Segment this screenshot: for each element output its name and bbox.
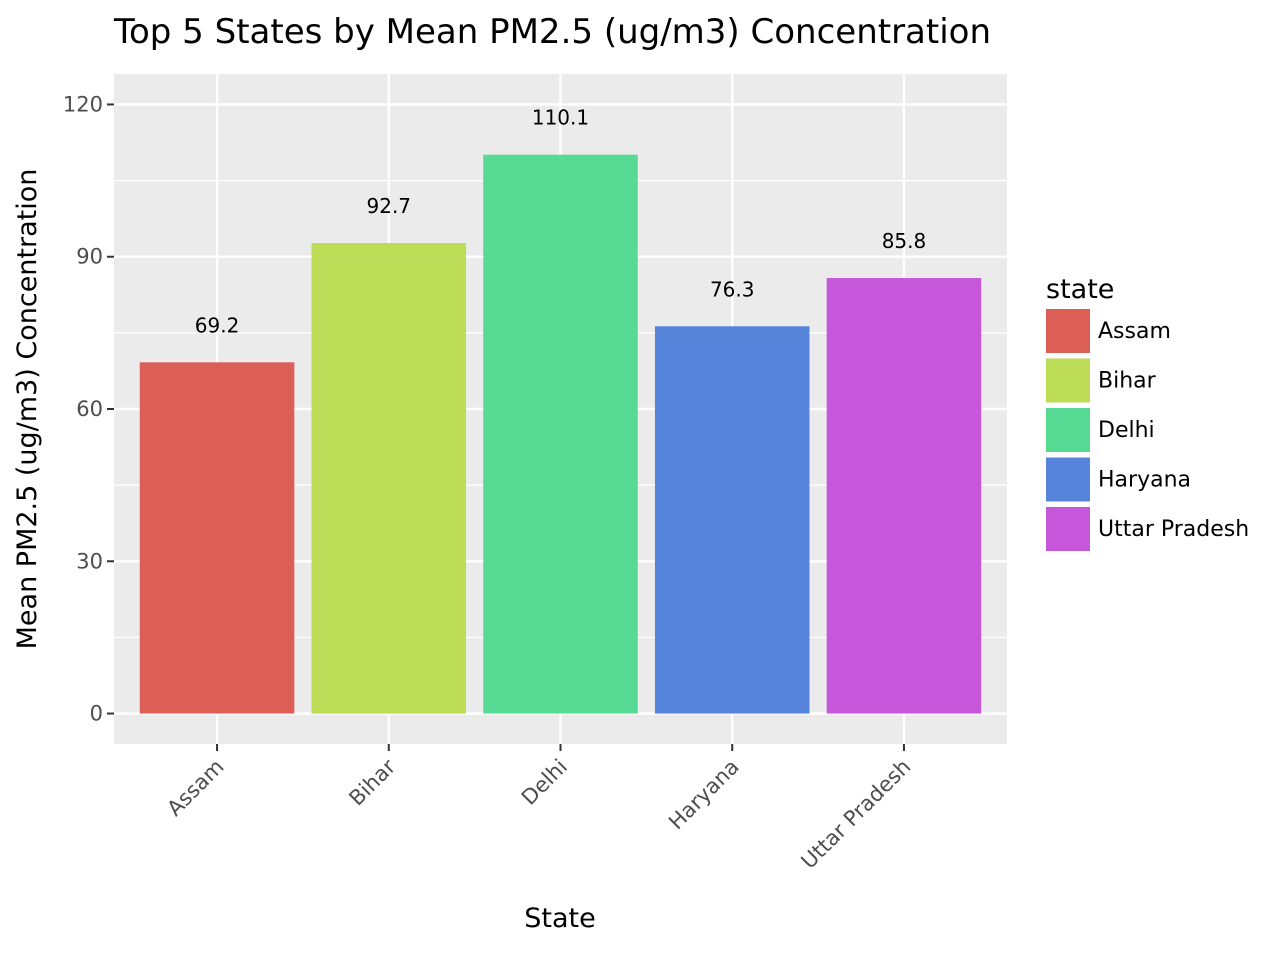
legend-swatch [1046,358,1090,403]
legend-swatch [1046,408,1090,452]
y-tick-label: 30 [76,549,103,573]
legend-swatch [1046,457,1090,502]
x-tick-label: Bihar [344,754,400,810]
y-tick-label: 0 [90,702,103,726]
data-label: 110.1 [532,106,589,130]
chart-title: Top 5 States by Mean PM2.5 (ug/m3) Conce… [113,12,991,52]
legend-label: Bihar [1098,369,1157,394]
data-label: 76.3 [710,277,755,301]
y-tick-label: 90 [76,245,103,269]
data-label: 85.8 [882,229,927,253]
legend-swatch [1046,507,1090,551]
legend-label: Uttar Pradesh [1098,517,1249,542]
bar-delhi [483,154,638,714]
bar-haryana [654,326,810,714]
y-axis: 0 30 60 90 120 [63,92,114,726]
y-tick-label: 60 [76,397,103,421]
x-axis: Assam Bihar Delhi Haryana Uttar Pradesh [162,744,915,874]
x-axis-title: State [524,903,595,934]
legend: state Assam Bihar Delhi Haryana Uttar Prades… [1046,274,1249,551]
bar-assam [139,362,295,714]
legend-label: Haryana [1098,468,1191,493]
legend-label: Delhi [1098,418,1155,443]
x-tick-label: Delhi [517,755,572,810]
data-labels: 69.2 92.7 110.1 76.3 85.8 [195,106,926,338]
legend-label: Assam [1098,319,1171,344]
bar-uttar-pradesh [826,278,982,714]
legend-entries: Assam Bihar Delhi Haryana Uttar Pradesh [1046,309,1249,551]
x-tick-label: Assam [162,755,228,821]
bars [139,154,982,714]
x-tick-label: Haryana [664,755,744,835]
x-tick-label: Uttar Pradesh [796,755,915,874]
legend-swatch [1046,309,1090,353]
y-axis-title: Mean PM2.5 (ug/m3) Concentration [12,169,43,650]
bar-bihar [311,243,467,714]
legend-title: state [1046,274,1114,305]
data-label: 92.7 [367,194,412,218]
data-label: 69.2 [195,313,240,337]
y-tick-label: 120 [63,92,103,116]
